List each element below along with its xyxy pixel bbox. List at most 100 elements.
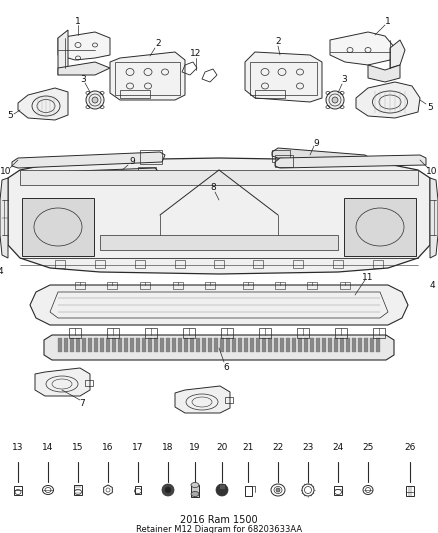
Polygon shape: [30, 285, 408, 325]
Text: 16: 16: [102, 443, 114, 453]
Bar: [64, 338, 68, 352]
Bar: [406, 486, 414, 496]
Bar: [286, 338, 290, 352]
Polygon shape: [356, 82, 420, 118]
Bar: [274, 338, 278, 352]
Bar: [202, 338, 206, 352]
Bar: [142, 338, 146, 352]
Bar: [219, 484, 225, 489]
Bar: [74, 485, 82, 495]
Text: 10: 10: [0, 167, 12, 176]
Text: 8: 8: [210, 183, 216, 192]
Polygon shape: [110, 52, 185, 100]
Bar: [191, 485, 199, 497]
Bar: [256, 338, 260, 352]
Bar: [376, 338, 380, 352]
Bar: [259, 328, 271, 338]
Bar: [183, 328, 195, 338]
Bar: [190, 338, 194, 352]
Polygon shape: [330, 32, 395, 65]
Bar: [94, 338, 98, 352]
Text: 2: 2: [275, 37, 281, 46]
Bar: [352, 338, 356, 352]
Bar: [244, 338, 248, 352]
Bar: [255, 90, 285, 98]
Bar: [253, 260, 263, 268]
Bar: [334, 486, 342, 495]
Bar: [160, 338, 164, 352]
Bar: [373, 328, 385, 338]
Bar: [106, 338, 110, 352]
Bar: [310, 338, 314, 352]
Bar: [69, 328, 81, 338]
Text: 20: 20: [216, 443, 228, 453]
Text: 5: 5: [427, 102, 433, 111]
Bar: [373, 260, 383, 268]
Bar: [340, 338, 344, 352]
Bar: [232, 338, 236, 352]
Text: 21: 21: [242, 443, 254, 453]
Bar: [140, 150, 162, 164]
Text: 2: 2: [155, 39, 161, 49]
Bar: [298, 338, 302, 352]
Polygon shape: [44, 335, 394, 360]
Text: 18: 18: [162, 443, 174, 453]
Bar: [208, 338, 212, 352]
Ellipse shape: [332, 97, 338, 103]
Bar: [70, 338, 74, 352]
Bar: [328, 338, 332, 352]
Bar: [268, 338, 272, 352]
Circle shape: [162, 484, 174, 496]
Bar: [221, 328, 233, 338]
Text: 1: 1: [75, 18, 81, 27]
Circle shape: [216, 484, 228, 496]
Polygon shape: [8, 158, 430, 274]
Ellipse shape: [191, 491, 199, 497]
Text: 6: 6: [223, 362, 229, 372]
Bar: [214, 338, 218, 352]
Polygon shape: [20, 170, 418, 185]
Polygon shape: [175, 386, 230, 413]
Text: 17: 17: [132, 443, 144, 453]
Bar: [238, 338, 242, 352]
Bar: [214, 260, 224, 268]
Text: 9: 9: [129, 157, 135, 166]
Bar: [344, 198, 416, 256]
Polygon shape: [390, 40, 405, 68]
Bar: [205, 282, 215, 289]
Bar: [334, 338, 338, 352]
Bar: [178, 338, 182, 352]
Bar: [58, 338, 62, 352]
Bar: [172, 338, 176, 352]
Polygon shape: [58, 30, 68, 75]
Text: 1: 1: [385, 18, 391, 27]
Bar: [154, 338, 158, 352]
Bar: [107, 328, 119, 338]
Polygon shape: [58, 62, 110, 75]
Bar: [220, 338, 224, 352]
Bar: [115, 62, 180, 95]
Bar: [135, 260, 145, 268]
Bar: [346, 338, 350, 352]
Bar: [118, 338, 122, 352]
Polygon shape: [0, 178, 8, 258]
Bar: [140, 282, 150, 289]
Text: 23: 23: [302, 443, 314, 453]
Text: 14: 14: [42, 443, 54, 453]
Text: 25: 25: [362, 443, 374, 453]
Bar: [358, 338, 362, 352]
Ellipse shape: [92, 97, 98, 103]
Bar: [130, 338, 134, 352]
Bar: [370, 338, 374, 352]
Ellipse shape: [326, 91, 344, 109]
Text: 11: 11: [362, 272, 374, 281]
Bar: [322, 338, 326, 352]
Polygon shape: [18, 88, 68, 120]
Bar: [22, 198, 94, 256]
Polygon shape: [45, 168, 158, 180]
Polygon shape: [368, 65, 400, 82]
Bar: [250, 338, 254, 352]
Bar: [175, 260, 185, 268]
Bar: [293, 260, 303, 268]
Text: 24: 24: [332, 443, 344, 453]
